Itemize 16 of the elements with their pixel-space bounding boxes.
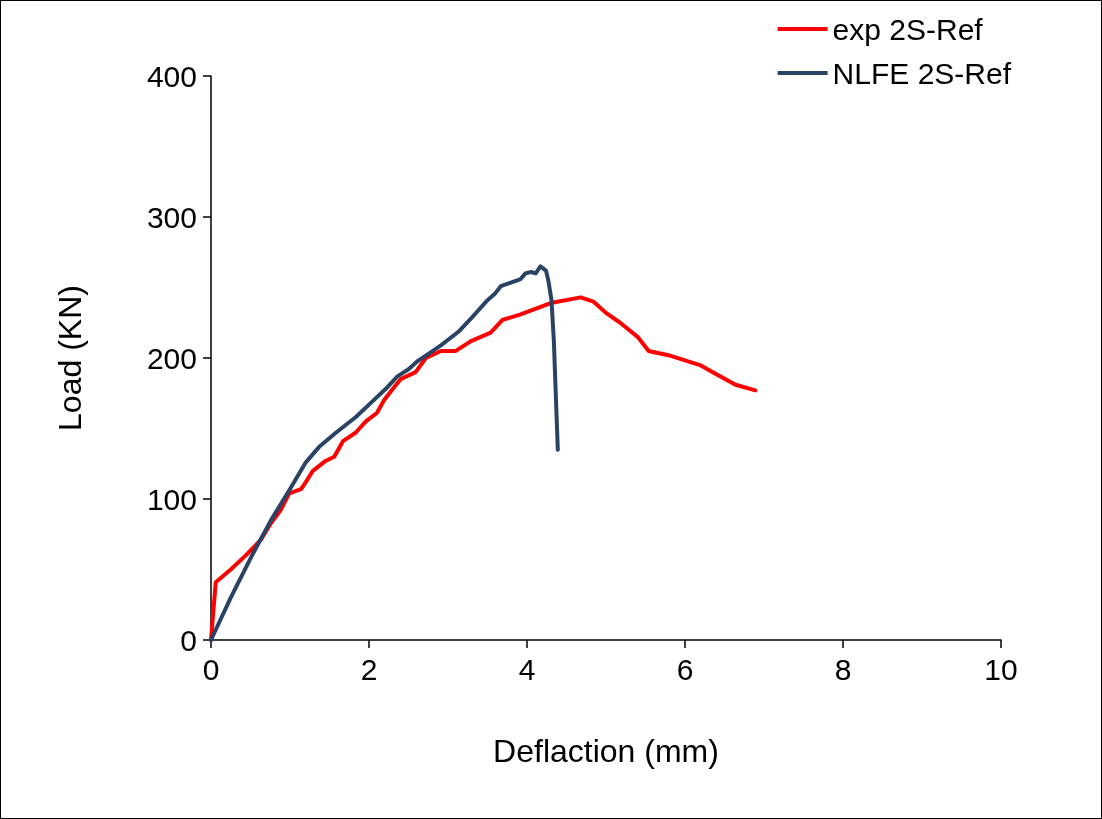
y-tick-label: 0: [180, 623, 197, 657]
x-tick-label: 10: [984, 652, 1018, 686]
y-tick-label: 100: [146, 482, 197, 516]
line-series: [209, 264, 560, 642]
y-tick-label: 200: [146, 341, 197, 375]
legend-label: NLFE 2S-Ref: [832, 56, 1012, 90]
y-tick-label: 400: [146, 59, 197, 93]
x-tick-label: 6: [676, 652, 694, 686]
x-tick-label: 2: [360, 652, 378, 686]
y-tick-label: 300: [146, 200, 197, 234]
x-tick-label: 8: [834, 652, 852, 686]
x-tick-label: 4: [518, 652, 536, 686]
legend-label: exp 2S-Ref: [832, 12, 984, 46]
x-axis-title: Deflaction (mm): [493, 733, 719, 769]
y-axis-title: Load (KN): [52, 285, 88, 431]
x-tick-label: 0: [202, 652, 220, 686]
